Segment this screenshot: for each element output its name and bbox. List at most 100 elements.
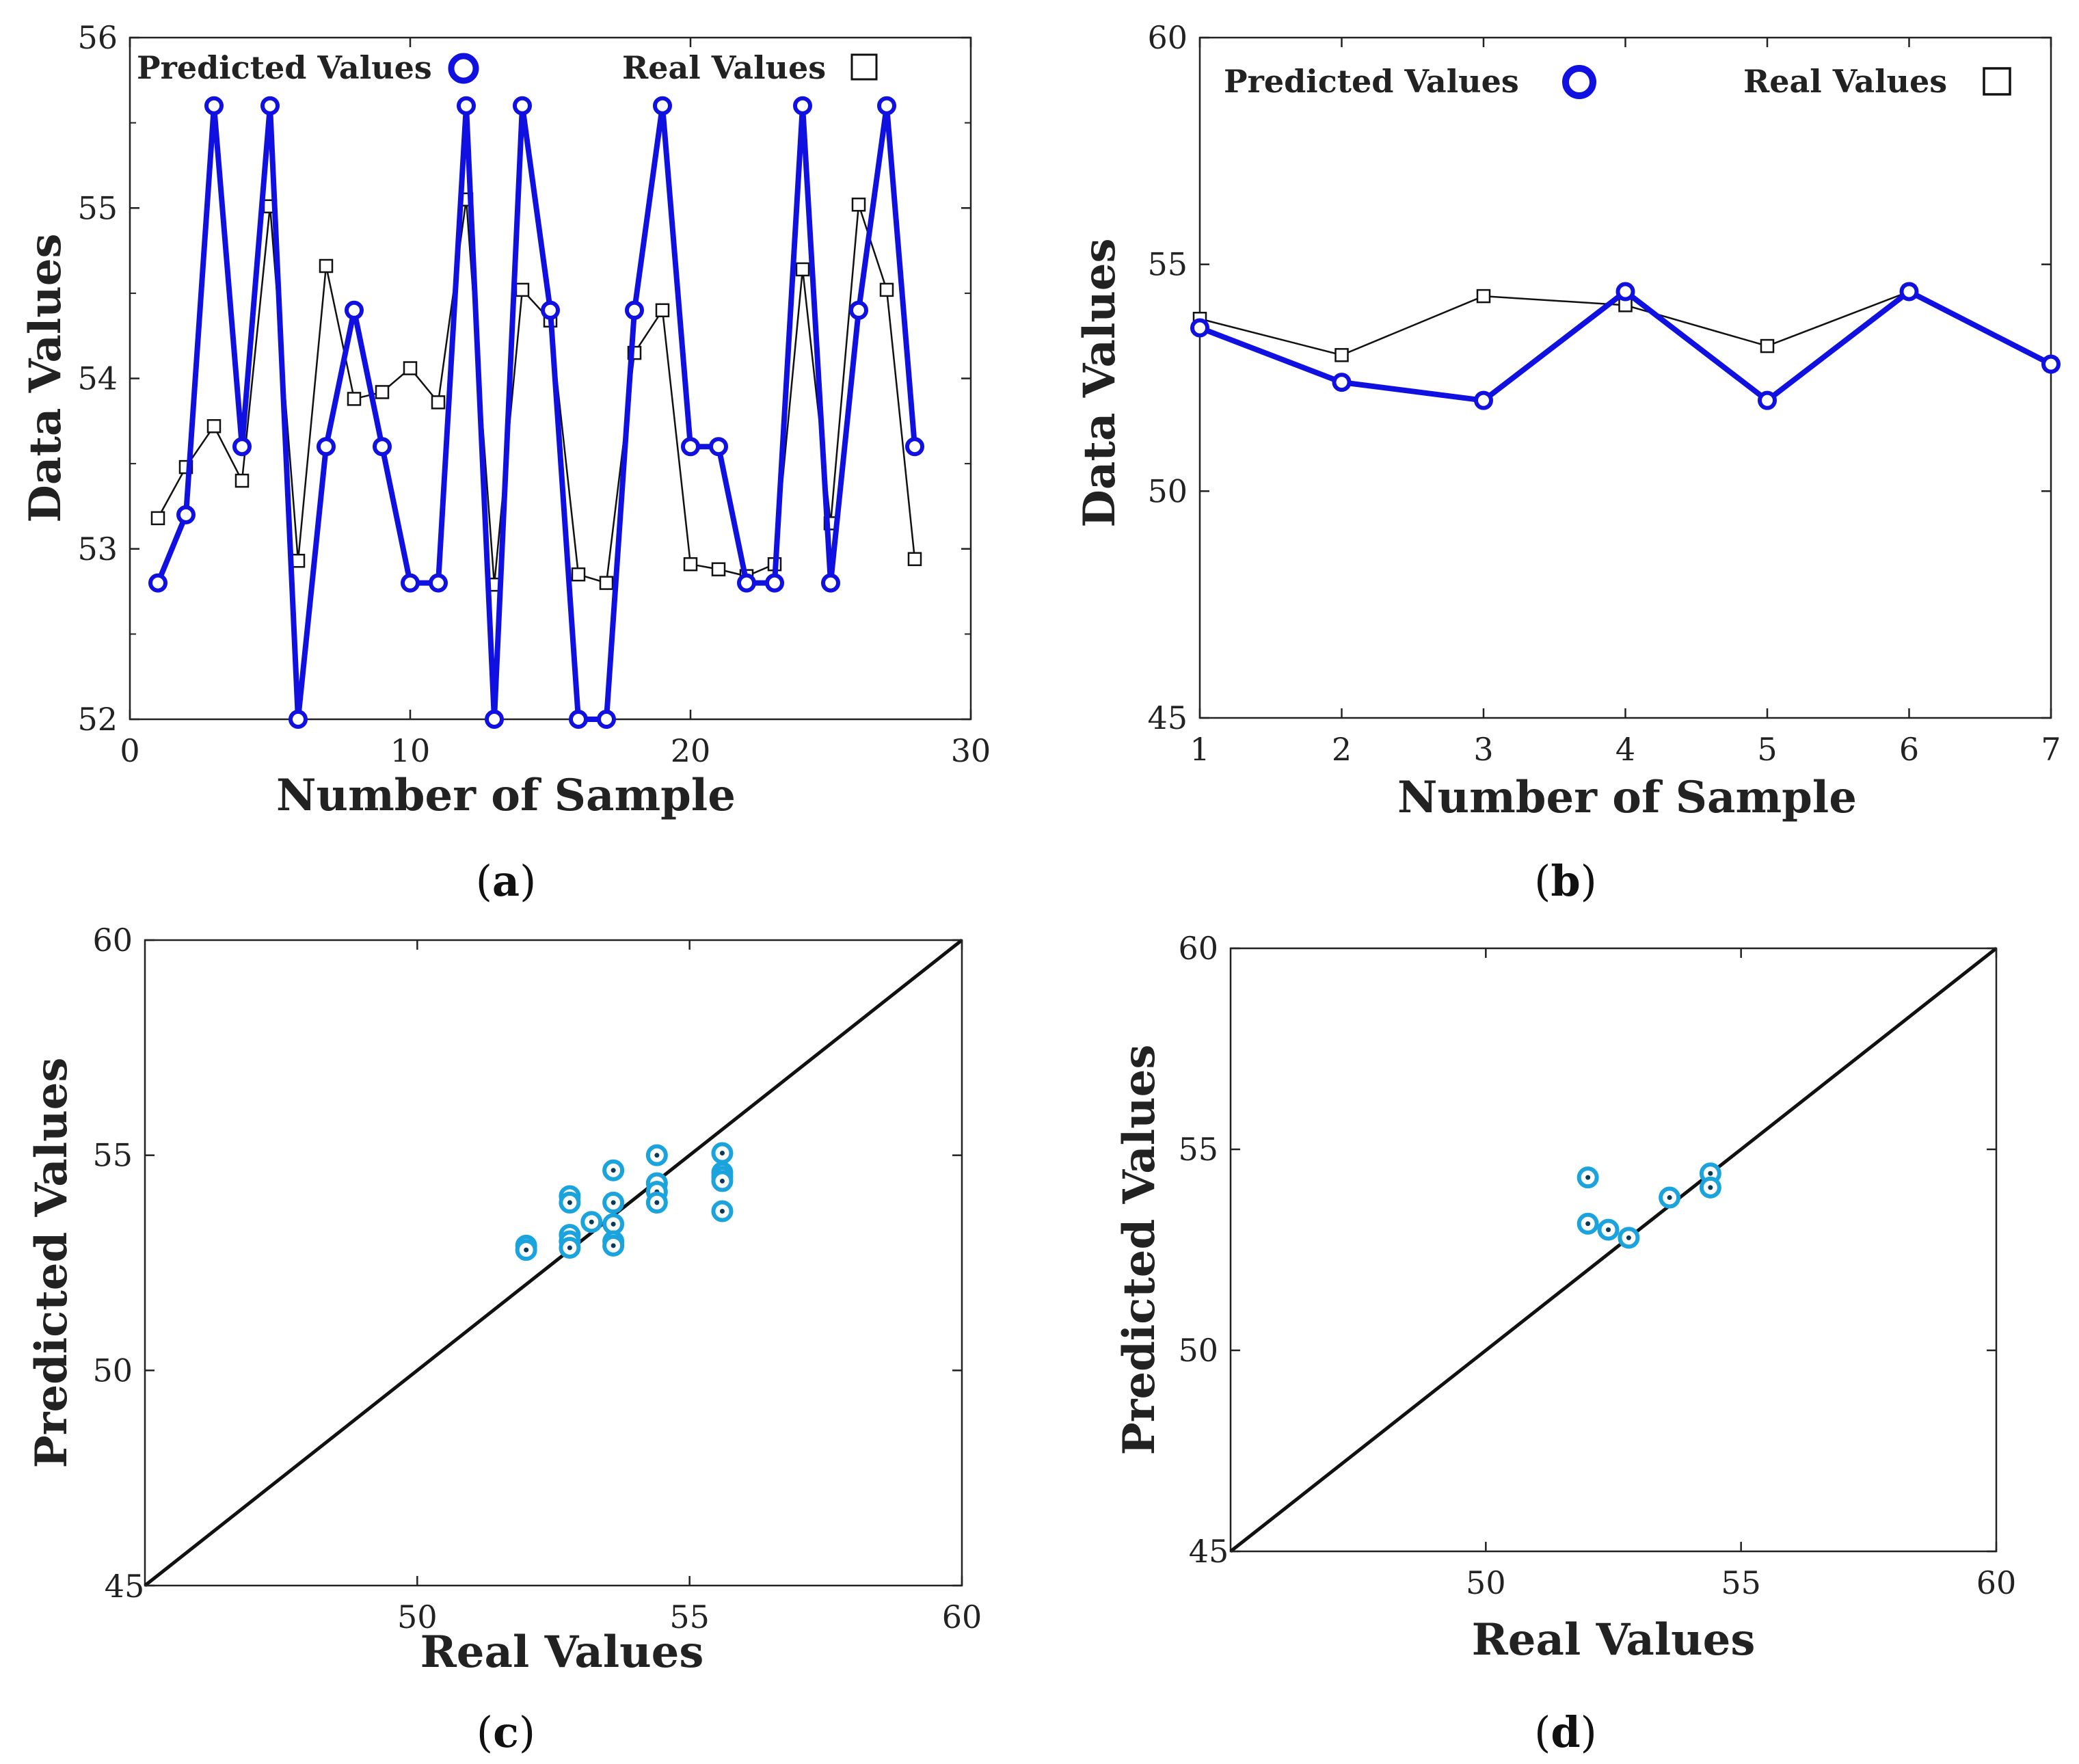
panel-a-real-line bbox=[157, 199, 916, 585]
panel-a-real-point-10 bbox=[431, 395, 446, 410]
panel-a-real-point-19 bbox=[683, 557, 698, 572]
panel-d-y-tick-label-3: 60 bbox=[1178, 930, 1218, 967]
panel-d-scatter-point-0 bbox=[1577, 1166, 1599, 1189]
panel-c-scatter-point-21 bbox=[711, 1200, 734, 1222]
panel-a-real-point-8 bbox=[375, 385, 390, 399]
panel-c-scatter-point-12 bbox=[602, 1234, 625, 1257]
panel-c-scatter-point-dot-7 bbox=[589, 1219, 594, 1225]
panel-c-scatter-point-dot-17 bbox=[719, 1151, 725, 1156]
panel-b-y-tick-label-1: 50 bbox=[1147, 472, 1188, 509]
panel-b-legend-real-label: Real Values bbox=[1743, 63, 1947, 100]
panel-c-scatter-point-3 bbox=[559, 1191, 581, 1214]
panel-a-line-chart: 0 10 20 30 52 53 54 55 56 Predicted Values Real … bbox=[20, 19, 991, 906]
panel-a-predicted-point-10 bbox=[429, 573, 448, 593]
panel-a-x-tick-label-2: 20 bbox=[671, 732, 711, 769]
panel-a-real-point-6 bbox=[319, 258, 334, 273]
panel-a-predicted-point-19 bbox=[681, 437, 700, 457]
panel-a-x-axis-label: Number of Sample bbox=[276, 770, 736, 821]
panel-a-predicted-series bbox=[148, 96, 924, 729]
panel-a-predicted-point-21 bbox=[737, 573, 756, 593]
panel-a-predicted-point-5 bbox=[289, 710, 308, 729]
panel-a-real-point-9 bbox=[403, 361, 418, 375]
panel-a-predicted-point-22 bbox=[765, 573, 784, 593]
panel-c-scatter-point-dot-16 bbox=[654, 1200, 660, 1205]
panel-c-scatter-point-dot-12 bbox=[611, 1243, 616, 1248]
panel-a-x-tick-label-0: 0 bbox=[120, 732, 139, 769]
panel-a-x-tick-label-1: 10 bbox=[390, 732, 431, 769]
panel-c-scatter-point-dot-1 bbox=[524, 1247, 529, 1253]
panel-a-real-point-26 bbox=[879, 282, 894, 297]
panel-c-x-axis-label: Real Values bbox=[420, 1627, 704, 1678]
panel-c-scatter-point-dot-9 bbox=[611, 1200, 616, 1205]
panel-a-predicted-point-24 bbox=[821, 573, 840, 593]
panel-c-scatter-point-10 bbox=[602, 1213, 625, 1235]
panel-a-real-point-23 bbox=[795, 262, 810, 277]
panel-b-caption: (b) bbox=[1534, 856, 1597, 906]
panel-a-y-tick-label-3: 55 bbox=[77, 189, 118, 226]
panel-d-scatter-point-dot-0 bbox=[1585, 1175, 1591, 1180]
panel-a-real-point-27 bbox=[907, 552, 922, 566]
panel-b-predicted-point-5 bbox=[1899, 282, 1919, 302]
panel-b-x-tick-label-1: 2 bbox=[1332, 731, 1352, 768]
panel-c-caption: (c) bbox=[477, 1707, 535, 1757]
panel-a-predicted-point-12 bbox=[485, 710, 504, 729]
panel-c-x-tick-label-1: 55 bbox=[669, 1599, 710, 1635]
panel-c-x-tick-label-2: 60 bbox=[942, 1599, 982, 1635]
panel-d-scatter-point-3 bbox=[1618, 1227, 1640, 1249]
panel-c-x-tick-label-0: 50 bbox=[397, 1599, 438, 1635]
panel-a-predicted-point-25 bbox=[849, 300, 868, 320]
panel-b-x-tick-label-0: 1 bbox=[1190, 731, 1209, 768]
panel-d-scatter-point-4 bbox=[1659, 1186, 1681, 1209]
panel-d-scatter-point-dot-3 bbox=[1626, 1235, 1631, 1240]
panel-a-legend-real-marker bbox=[850, 53, 878, 81]
panel-c-scatter-point-dot-8 bbox=[611, 1168, 616, 1173]
panel-a-x-tick-label-3: 30 bbox=[951, 732, 991, 769]
panel-c-ticks: 50 55 60 50 55 60 bbox=[92, 922, 982, 1635]
panel-c-scatter-point-9 bbox=[602, 1191, 625, 1214]
panel-a-y-tick-label-2: 54 bbox=[77, 360, 118, 397]
panel-d-scatter-point-1 bbox=[1577, 1212, 1599, 1235]
panel-d-x-axis-label: Real Values bbox=[1472, 1614, 1756, 1666]
panel-a-real-point-2 bbox=[206, 419, 222, 433]
panel-d-scatter-point-2 bbox=[1597, 1218, 1620, 1241]
panel-a-predicted-point-16 bbox=[597, 710, 616, 729]
panel-a-real-point-13 bbox=[515, 282, 530, 297]
panel-c-scatter-point-8 bbox=[602, 1159, 625, 1181]
panel-c-points bbox=[515, 1142, 734, 1261]
panel-b-x-tick-label-2: 3 bbox=[1473, 731, 1493, 768]
panel-c-scatter-point-dot-10 bbox=[611, 1221, 616, 1227]
panel-b-predicted-point-6 bbox=[2041, 354, 2061, 374]
panel-d-ticks: 50 55 60 50 55 60 bbox=[1178, 930, 2016, 1601]
panel-a-ticks: 0 10 20 30 52 53 54 55 56 bbox=[77, 19, 991, 769]
panel-d-scatter-chart: 50 55 60 50 55 60 45 Real Values Predicted Va… bbox=[1114, 930, 2016, 1757]
panel-d-plot-frame bbox=[1229, 947, 1998, 1553]
panel-d-y-tick-label-2: 55 bbox=[1178, 1131, 1218, 1168]
panel-c-scatter-point-13 bbox=[645, 1144, 668, 1166]
panel-a-predicted-point-3 bbox=[232, 437, 252, 457]
panel-b-predicted-point-0 bbox=[1190, 318, 1209, 338]
panel-c-plot-frame bbox=[144, 939, 963, 1587]
panel-d-scatter-point-dot-6 bbox=[1708, 1185, 1713, 1190]
panel-b-x-tick-label-5: 6 bbox=[1899, 731, 1919, 768]
panel-c-y-tick-label-1: 50 bbox=[92, 1352, 133, 1389]
panel-b-real-point-2 bbox=[1476, 289, 1491, 304]
panel-a-predicted-point-9 bbox=[401, 573, 420, 593]
panel-d-corner-tick-label: 45 bbox=[1189, 1533, 1229, 1570]
panel-a-predicted-point-15 bbox=[569, 710, 588, 729]
panel-c-scatter-point-dot-20 bbox=[719, 1178, 725, 1184]
panel-b-y-tick-label-0: 45 bbox=[1147, 699, 1188, 736]
panel-b-predicted-series bbox=[1190, 282, 2061, 410]
panel-a-predicted-line bbox=[155, 103, 917, 722]
panel-c-identity-line bbox=[144, 939, 963, 1587]
panel-a-real-series bbox=[150, 192, 922, 592]
panel-a-predicted-point-14 bbox=[541, 300, 560, 320]
panel-c-y-tick-label-2: 55 bbox=[92, 1137, 133, 1174]
panel-d-y-axis-label: Predicted Values bbox=[1114, 1045, 1165, 1456]
panel-a-y-tick-label-0: 52 bbox=[77, 701, 118, 738]
panel-d-scatter-point-dot-2 bbox=[1606, 1227, 1611, 1233]
panel-a-predicted-point-20 bbox=[709, 437, 728, 457]
panel-a-predicted-point-13 bbox=[513, 96, 532, 116]
panel-b-legend-predicted-marker bbox=[1562, 65, 1596, 99]
panel-a-predicted-point-17 bbox=[625, 300, 644, 320]
